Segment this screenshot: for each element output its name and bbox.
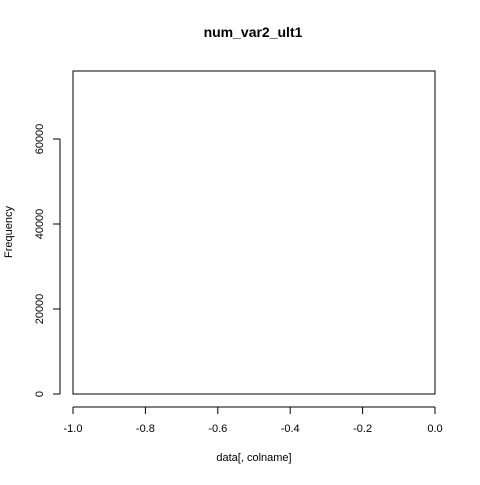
x-tick-label: -1.0 bbox=[64, 423, 83, 435]
y-tick-label: 20000 bbox=[34, 294, 46, 325]
chart-title: num_var2_ult1 bbox=[204, 24, 303, 40]
x-axis-label: data[, colname] bbox=[216, 452, 291, 464]
x-tick-label: -0.4 bbox=[281, 423, 300, 435]
x-tick-label: 0.0 bbox=[427, 423, 442, 435]
y-tick-label: 40000 bbox=[34, 209, 46, 240]
y-tick-label: 0 bbox=[34, 391, 46, 397]
x-tick-label: -0.6 bbox=[208, 423, 227, 435]
y-tick-label: 60000 bbox=[34, 124, 46, 155]
y-axis-label: Frequency bbox=[3, 206, 15, 258]
plot-area-border bbox=[72, 70, 436, 395]
x-tick-label: -0.8 bbox=[136, 423, 155, 435]
y-axis: 0 20000 40000 60000 bbox=[34, 124, 61, 397]
x-tick-label: -0.2 bbox=[353, 423, 372, 435]
x-axis: -1.0 -0.8 -0.6 -0.4 -0.2 0.0 bbox=[64, 406, 443, 435]
